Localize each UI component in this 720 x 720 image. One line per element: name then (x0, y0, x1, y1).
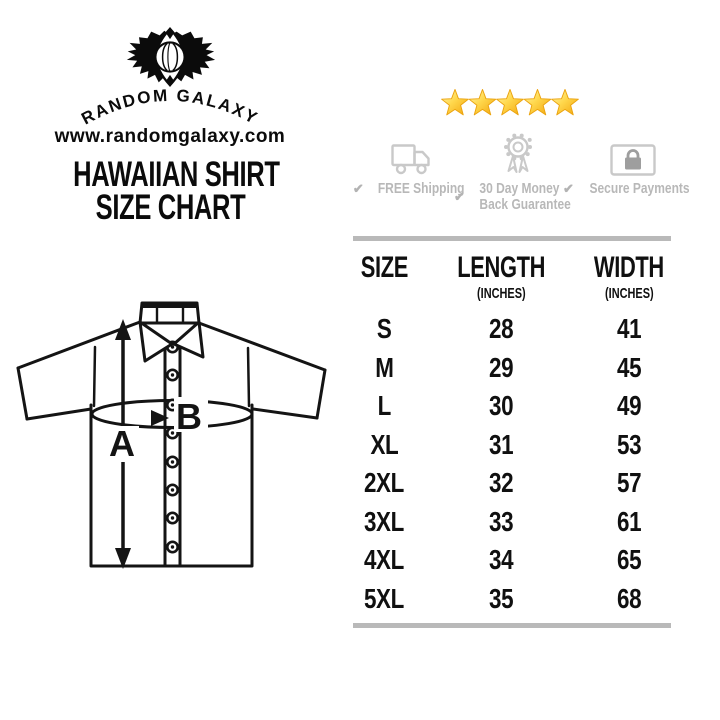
column-header-width: WIDTH (INCHES) (586, 250, 672, 302)
length-cell: 30 (488, 390, 514, 422)
shirt-measurement-diagram: A B (16, 301, 327, 569)
width-cell: 57 (616, 467, 642, 499)
width-header-label: WIDTH (594, 251, 664, 284)
width-cell: 49 (616, 390, 642, 422)
badge-label-text: FREE Shipping (377, 180, 465, 197)
size-table-body: S 28 41 M 29 45 L 30 49 XL 31 53 2XL 32 57 3XL 33 61 4XL 34… (352, 310, 672, 618)
brand-website: www.randomgalaxy.com (54, 126, 286, 147)
width-cell: 61 (616, 505, 642, 537)
column-header-length: LENGTH (INCHES) (416, 250, 586, 302)
size-cell: XL (370, 428, 398, 460)
size-cell: 3XL (364, 505, 404, 537)
width-arrow (151, 397, 208, 432)
table-row: L 30 49 (352, 387, 672, 426)
star-icon (468, 88, 496, 116)
badge-free-shipping: ✔ FREE Shipping (352, 128, 476, 197)
table-header: SIZE LENGTH (INCHES) WIDTH (INCHES) (352, 250, 672, 302)
length-cell: 28 (488, 313, 514, 345)
width-label: B (176, 396, 202, 437)
brand-name: RANDOM GALAXY (78, 86, 259, 126)
brand-arc-text: RANDOM GALAXY (78, 86, 261, 126)
galaxy-eye-logo-icon (126, 26, 216, 88)
size-cell: M (374, 351, 394, 383)
star-icon (495, 88, 524, 116)
badge-label-text: Secure Payments (589, 180, 690, 197)
size-cell: 5XL (364, 582, 404, 614)
length-arrow (106, 319, 139, 569)
table-row: 4XL 34 65 (352, 541, 672, 580)
check-icon: ✔ (352, 181, 364, 197)
length-unit-label: (INCHES) (476, 285, 526, 302)
table-row: 3XL 33 61 (352, 503, 672, 542)
length-cell: 33 (488, 505, 514, 537)
badge-secure-payments: ✔ Secure Payments (563, 128, 697, 197)
page-title-line1: HAWAIIAN SHIRT (73, 155, 280, 194)
size-table: SIZE LENGTH (INCHES) WIDTH (INCHES) S 28 4… (352, 228, 672, 628)
star-icon (550, 88, 579, 116)
check-icon: ✔ (563, 181, 574, 197)
table-row: 5XL 35 68 (352, 580, 672, 619)
guarantee-line1: 30 Day Money (479, 180, 560, 197)
width-unit-label: (INCHES) (604, 285, 654, 302)
length-cell: 29 (488, 351, 514, 383)
length-cell: 32 (488, 467, 514, 499)
badge-money-back-guarantee: ✔ 30 Day Money Back Guarantee (453, 128, 580, 214)
length-cell: 35 (488, 582, 514, 614)
size-cell: 2XL (364, 467, 404, 499)
column-header-size: SIZE (352, 250, 416, 302)
width-cell: 65 (616, 544, 642, 576)
truck-icon (391, 144, 430, 175)
table-row: 2XL 32 57 (352, 464, 672, 503)
table-row: XL 31 53 (352, 426, 672, 465)
width-cell: 68 (616, 582, 642, 614)
brand-block: RANDOM GALAXY www.randomgalaxy.com HAWAI… (35, 26, 305, 225)
size-cell: S (376, 313, 392, 345)
star-icon (440, 88, 469, 116)
table-row: M 29 45 (352, 349, 672, 388)
star-icon (523, 88, 551, 116)
star-rating (352, 88, 697, 122)
table-row: S 28 41 (352, 310, 672, 349)
trust-block: ✔ FREE Shipping (352, 88, 697, 238)
width-cell: 53 (616, 428, 642, 460)
guarantee-line2: Back Guarantee (479, 196, 571, 214)
table-rule-bottom (353, 623, 671, 628)
lock-icon (609, 144, 656, 176)
badge-label-text: 30 Day Money Back Guarantee (479, 180, 571, 214)
size-cell: L (377, 390, 391, 422)
length-cell: 34 (488, 544, 514, 576)
svg-text:RANDOM GALAXY: RANDOM GALAXY (78, 86, 261, 126)
width-cell: 41 (616, 313, 642, 345)
collar (138, 301, 205, 363)
star-rating-svg (440, 88, 579, 116)
size-cell: 4XL (364, 544, 404, 576)
length-cell: 31 (488, 428, 514, 460)
page-title-line2: SIZE CHART (95, 188, 245, 228)
trust-badges: ✔ FREE Shipping (352, 128, 697, 238)
ribbon-icon (504, 133, 532, 173)
length-header-label: LENGTH (457, 251, 545, 284)
page-title: HAWAIIAN SHIRT SIZE CHART (35, 155, 305, 228)
width-cell: 45 (616, 351, 642, 383)
length-label: A (109, 423, 135, 464)
check-icon: ✔ (453, 189, 465, 205)
table-rule-top (353, 236, 671, 241)
size-header-label: SIZE (360, 251, 408, 284)
